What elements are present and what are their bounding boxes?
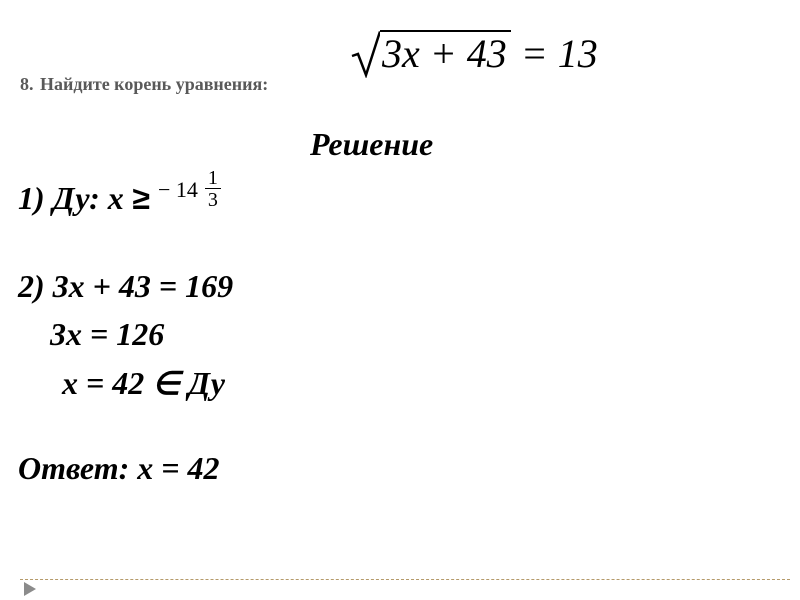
equation-rhs: = 13 [521, 31, 598, 76]
fraction-denominator: 3 [205, 189, 221, 211]
equation-radicand: 3x + 43 [380, 30, 511, 76]
next-arrow-icon[interactable] [24, 582, 36, 596]
solution-step-1: 2) 3х + 43 = 169 [18, 268, 233, 305]
domain-label: 1) Ду: х [18, 180, 124, 216]
step3-x: х = 42 [62, 365, 144, 401]
solution-step-3: х = 42 ∈ Ду [62, 364, 225, 402]
problem-number: 8. [20, 74, 34, 95]
fraction-part: 1 3 [205, 168, 221, 211]
problem-equation: 3x + 43 = 13 [350, 30, 598, 78]
answer-line: Ответ: х = 42 [18, 450, 219, 487]
step3-du: Ду [188, 365, 225, 401]
fraction-whole: − 14 [158, 177, 198, 203]
fraction-numerator: 1 [205, 168, 221, 189]
in-symbol: ∈ [152, 365, 180, 401]
radical-icon [350, 30, 380, 78]
solution-step-2: 3х = 126 [50, 316, 164, 353]
domain-line: 1) Ду: х ≥ [18, 180, 149, 217]
domain-bound: − 14 1 3 [158, 168, 221, 211]
solution-title: Решение [310, 126, 433, 163]
problem-prompt: Найдите корень уравнения: [40, 74, 268, 95]
geq-symbol: ≥ [132, 180, 150, 216]
slide: 8. Найдите корень уравнения: 3x + 43 = 1… [0, 0, 800, 600]
slide-divider [20, 579, 790, 580]
